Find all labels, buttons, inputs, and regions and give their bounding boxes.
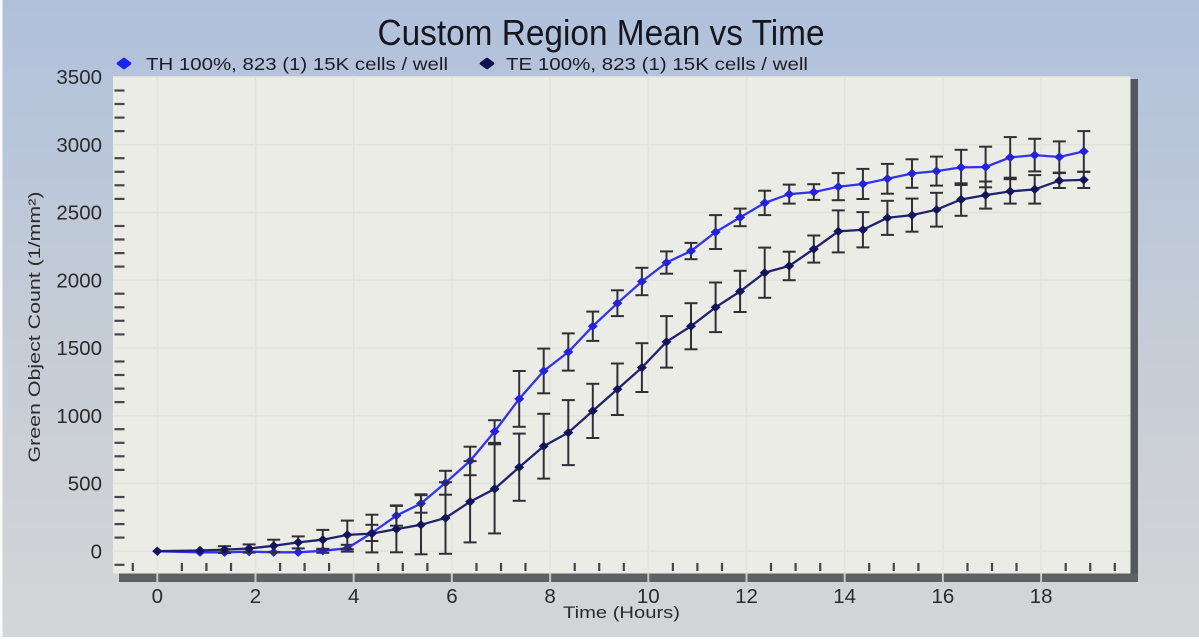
svg-text:TH 100%, 823 (1) 15K cells / w: TH 100%, 823 (1) 15K cells / well: [146, 54, 448, 74]
svg-text:3500: 3500: [56, 66, 102, 89]
svg-text:Green Object Count (1/mm²): Green Object Count (1/mm²): [26, 192, 44, 463]
svg-text:0: 0: [152, 585, 163, 608]
svg-text:14: 14: [833, 585, 856, 608]
svg-text:8: 8: [544, 585, 555, 608]
svg-text:4: 4: [348, 585, 359, 608]
svg-text:1000: 1000: [56, 405, 102, 428]
svg-text:12: 12: [735, 585, 758, 608]
svg-text:2000: 2000: [56, 270, 102, 293]
svg-text:3000: 3000: [56, 134, 102, 157]
svg-text:16: 16: [931, 585, 954, 608]
svg-text:1500: 1500: [56, 337, 102, 360]
svg-text:18: 18: [1030, 585, 1053, 608]
svg-text:Custom Region Mean vs Time: Custom Region Mean vs Time: [378, 12, 825, 53]
svg-text:6: 6: [446, 585, 457, 608]
svg-text:Time (Hours): Time (Hours): [563, 604, 680, 622]
svg-text:10: 10: [637, 585, 660, 608]
svg-text:2500: 2500: [56, 202, 102, 225]
svg-text:2: 2: [250, 585, 261, 608]
svg-text:500: 500: [68, 473, 102, 496]
svg-text:TE 100%, 823 (1) 15K cells / w: TE 100%, 823 (1) 15K cells / well: [506, 54, 808, 74]
svg-text:0: 0: [91, 541, 102, 564]
